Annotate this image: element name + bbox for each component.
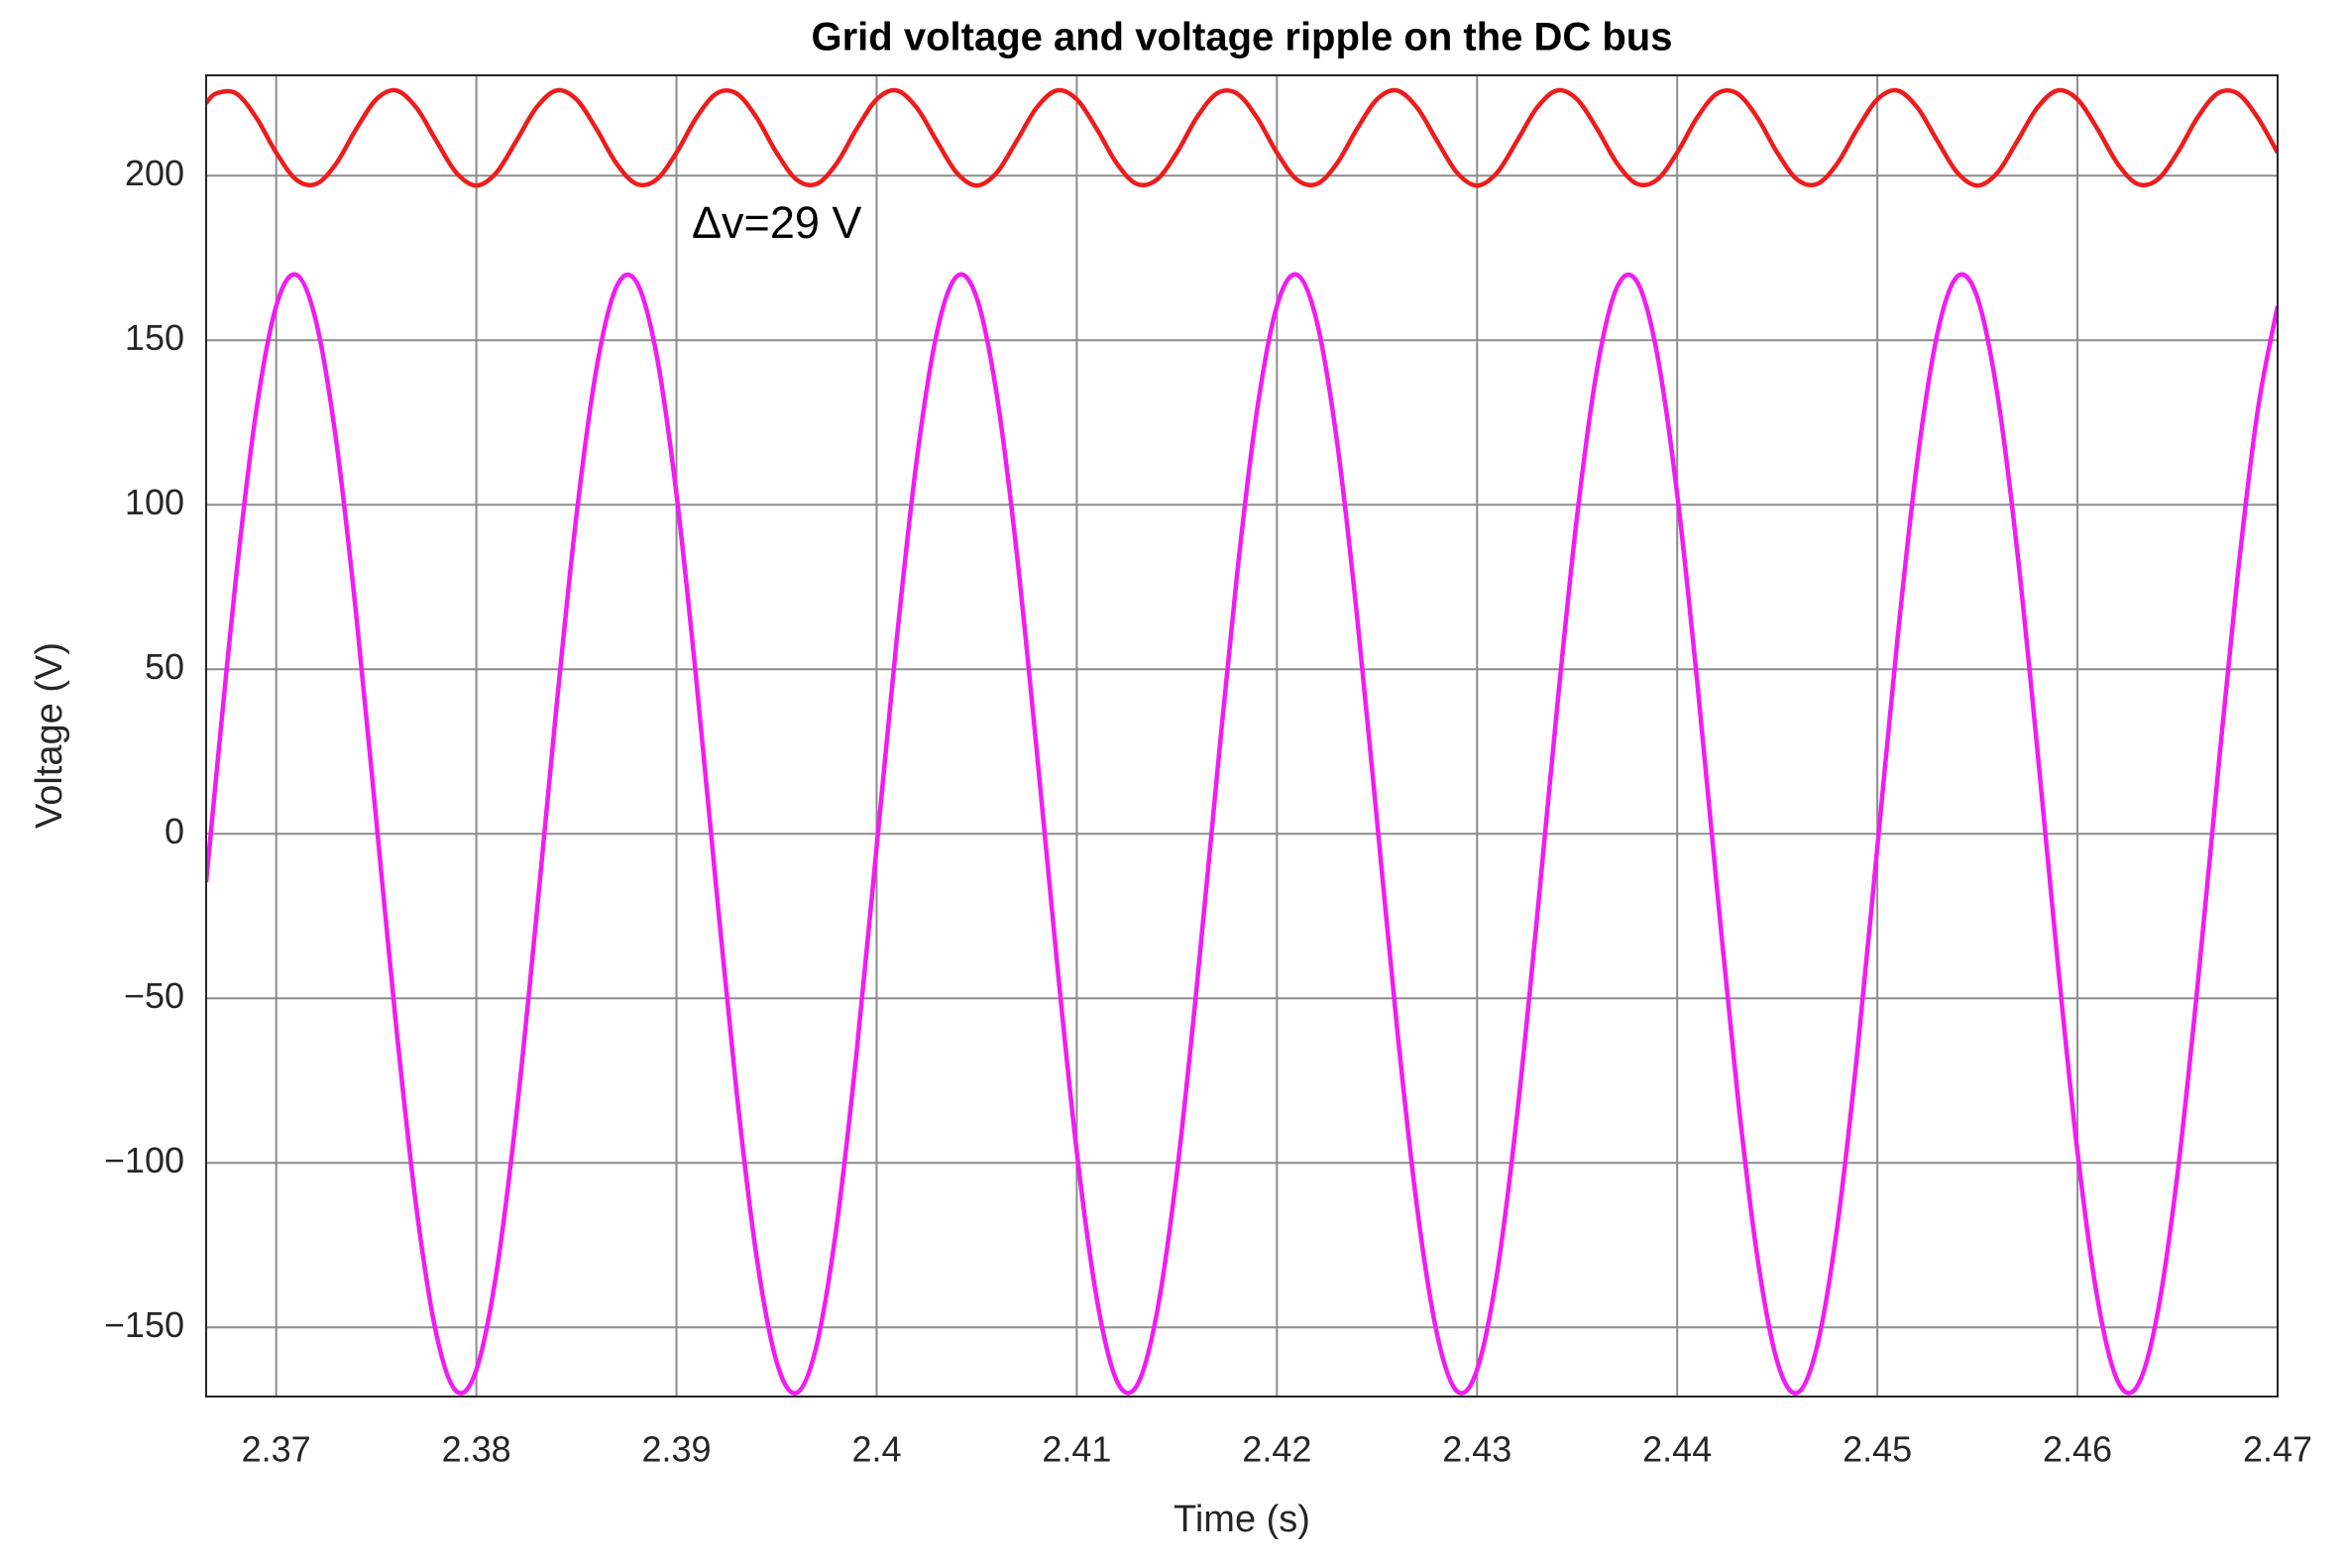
y-tick-label: −100 — [104, 1140, 184, 1180]
series-line — [206, 272, 2278, 1396]
plot-frame — [205, 74, 2279, 1398]
x-tick-label: 2.45 — [1843, 1429, 1912, 1470]
x-tick-label: 2.46 — [2043, 1429, 2112, 1470]
y-tick-label: 150 — [125, 317, 184, 358]
y-axis-label: Voltage (V) — [29, 642, 70, 829]
x-tick-label: 2.47 — [2243, 1429, 2312, 1470]
x-tick-label: 2.43 — [1442, 1429, 1511, 1470]
y-tick-label: −50 — [124, 975, 184, 1016]
x-tick-label: 2.4 — [851, 1429, 901, 1470]
x-tick-label: 2.37 — [242, 1429, 311, 1470]
x-tick-label: 2.38 — [442, 1429, 511, 1470]
y-tick-label: 100 — [125, 482, 184, 522]
lines — [206, 87, 2278, 1396]
chart-title: Grid voltage and voltage ripple on the D… — [812, 16, 1673, 59]
y-tick-label: −150 — [104, 1304, 184, 1345]
x-tick-label: 2.44 — [1642, 1429, 1712, 1470]
plot-area — [206, 75, 2278, 1397]
x-tick-label: 2.41 — [1042, 1429, 1111, 1470]
x-tick-label: 2.42 — [1242, 1429, 1311, 1470]
y-tick-label: 50 — [145, 646, 184, 687]
x-tick-label: 2.39 — [642, 1429, 712, 1470]
y-tick-label: 0 — [165, 811, 184, 851]
annotation: Δv=29 V — [692, 197, 861, 248]
y-tick-label: 200 — [125, 153, 184, 193]
series-line — [206, 87, 2278, 188]
x-axis-label: Time (s) — [1174, 1499, 1310, 1540]
